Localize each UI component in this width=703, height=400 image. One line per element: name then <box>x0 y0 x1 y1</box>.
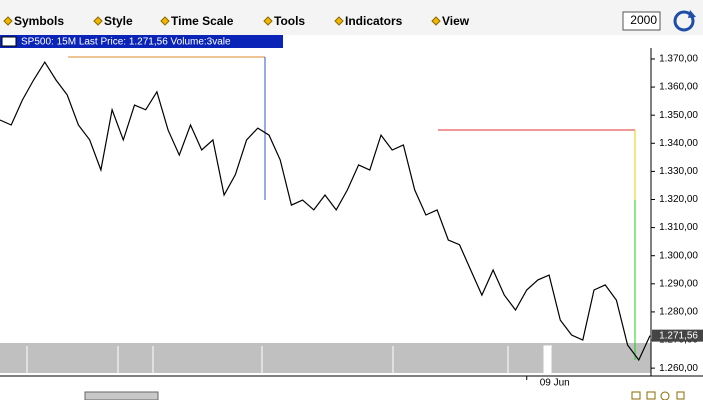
y-tick-label: 1.350,00 <box>659 110 698 121</box>
drawing-tools <box>68 56 636 360</box>
last-price-tag <box>652 329 703 342</box>
menu-icon <box>431 16 441 26</box>
menu-icon <box>263 16 273 26</box>
price-line <box>0 60 651 362</box>
last-price-label: 1.271,56 <box>659 330 698 341</box>
menu-icon <box>160 16 170 26</box>
menu-label: Indicators <box>345 14 403 28</box>
y-tick-label: 1.310,00 <box>659 222 698 233</box>
menu-item[interactable]: View <box>431 14 470 28</box>
y-tick-label: 1.330,00 <box>659 166 698 177</box>
volume-gaps <box>26 345 552 374</box>
y-tick-label: 1.290,00 <box>659 278 698 289</box>
menu-label: View <box>442 14 470 28</box>
menu-item[interactable]: Tools <box>263 14 305 28</box>
zoom-controls[interactable] <box>631 391 685 400</box>
scrollbar[interactable] <box>84 391 159 400</box>
refresh-button[interactable] <box>673 10 696 32</box>
menu-label: Symbols <box>14 14 64 28</box>
menu-item[interactable]: Time Scale <box>160 14 234 28</box>
menu-item[interactable]: Style <box>93 14 133 28</box>
toolbar <box>0 0 703 35</box>
menu-icon <box>93 16 103 26</box>
y-tick-label: 1.370,00 <box>659 54 698 65</box>
menu-item[interactable]: Indicators <box>334 14 403 28</box>
menu-label: Tools <box>274 14 305 28</box>
bars-input-value: 2000 <box>630 13 657 27</box>
volume-pane <box>0 343 651 373</box>
y-tick-label: 1.300,00 <box>659 250 698 261</box>
menu-label: Style <box>104 14 133 28</box>
menu-icon <box>3 16 13 26</box>
y-tick-label: 1.360,00 <box>659 82 698 93</box>
header-icon <box>1 36 17 47</box>
menu-item[interactable]: Symbols <box>3 14 64 28</box>
plot-area <box>0 48 651 376</box>
bars-input[interactable] <box>622 11 661 31</box>
y-tick-label: 1.280,00 <box>659 307 698 318</box>
chart-header-bar <box>0 35 283 48</box>
x-tick-label: 09 Jun <box>540 378 570 389</box>
menu-icon <box>334 16 344 26</box>
y-tick-label: 1.320,00 <box>659 194 698 205</box>
menu-label: Time Scale <box>171 14 234 28</box>
chart-header: SP500: 15M Last Price: 1.271,56 Volume:3… <box>21 37 231 48</box>
y-tick-label: 1.340,00 <box>659 138 698 149</box>
y-tick-label: 1.260,00 <box>659 363 698 374</box>
